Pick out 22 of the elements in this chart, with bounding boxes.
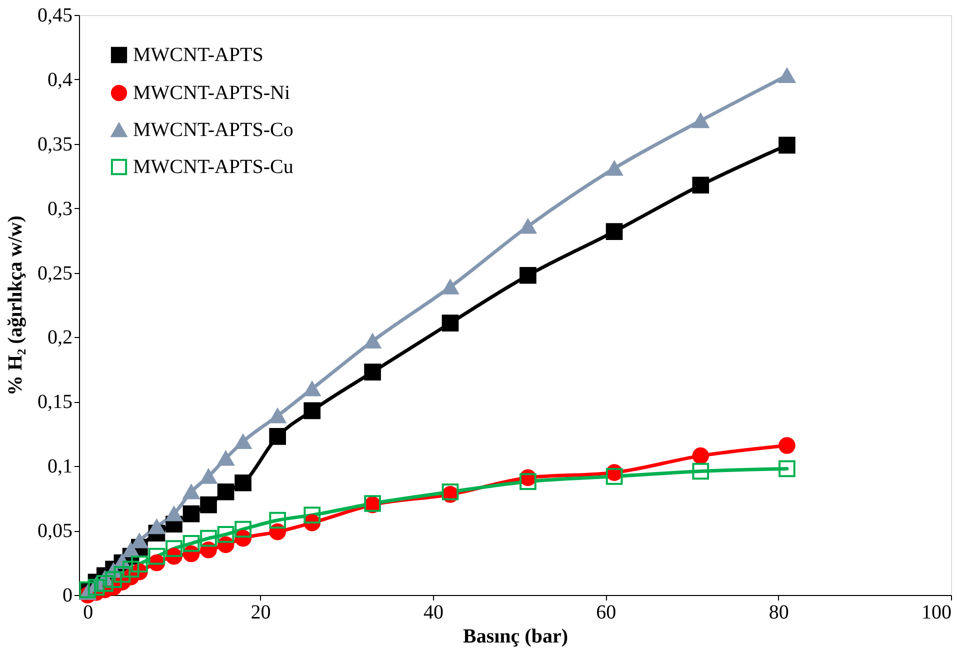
x-tick-label: 40 <box>423 602 444 624</box>
x-tick-label: 80 <box>768 602 789 624</box>
y-tick-label: 0,05 <box>38 520 72 542</box>
y-tick-label: 0,45 <box>38 4 72 26</box>
legend-label: MWCNT-APTS-Co <box>133 119 294 141</box>
y-axis-title: % H₂ (ağırlıkça w/w) <box>4 216 26 396</box>
x-tick-label: 60 <box>596 602 616 624</box>
y-tick-label: 0,4 <box>48 68 72 91</box>
x-tick-label: 20 <box>250 602 271 624</box>
x-axis-title: Basınç (bar) <box>463 626 568 648</box>
legend-label: MWCNT-APTS-Cu <box>133 156 294 178</box>
x-tick-label: 0 <box>83 602 94 624</box>
y-tick-label: 0 <box>62 584 72 606</box>
y-tick-label: 0,3 <box>48 198 72 220</box>
y-tick-label: 0,15 <box>38 391 72 414</box>
x-tick-label: 100 <box>922 602 952 624</box>
legend-label: MWCNT-APTS-Ni <box>133 82 290 104</box>
y-tick-label: 0,2 <box>48 326 72 349</box>
y-tick-label: 0,35 <box>38 133 72 156</box>
y-tick-label: 0,25 <box>38 262 72 284</box>
y-tick-label: 0,1 <box>48 456 72 478</box>
legend-label: MWCNT-APTS <box>133 44 264 66</box>
